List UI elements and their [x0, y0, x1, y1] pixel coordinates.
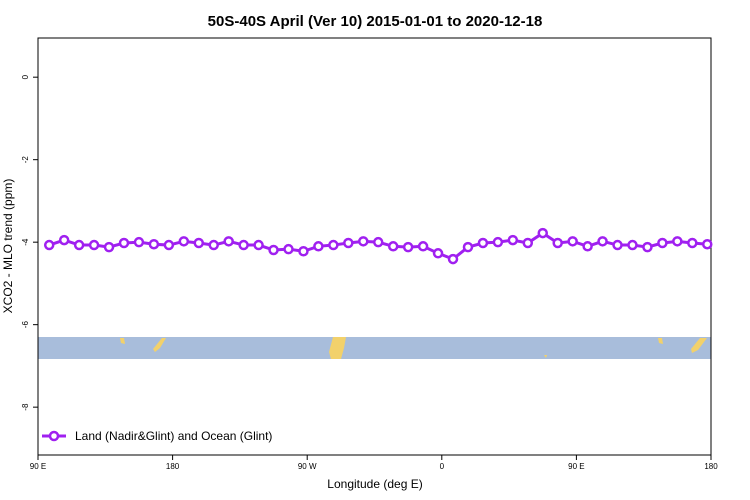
land-patch	[120, 338, 125, 344]
ocean-strip	[38, 337, 711, 359]
data-point	[253, 239, 264, 251]
data-point	[163, 239, 175, 251]
data-point	[343, 237, 354, 249]
data-point	[567, 236, 578, 247]
data-point	[477, 237, 489, 249]
data-point	[43, 239, 55, 251]
data-point	[58, 234, 70, 246]
data-point	[522, 237, 534, 249]
land-patch	[153, 338, 166, 352]
land-patch	[691, 338, 707, 353]
data-point	[582, 241, 593, 252]
data-point	[492, 236, 504, 248]
data-point	[118, 237, 130, 249]
y-tick-label: -4	[21, 238, 30, 246]
chart-title: 50S-40S April (Ver 10) 2015-01-01 to 202…	[208, 13, 543, 30]
data-point	[627, 239, 638, 251]
data-point	[193, 237, 205, 249]
y-tick-label: 0	[21, 74, 30, 79]
x-tick-label: 180	[704, 462, 718, 471]
y-tick-label: -6	[21, 321, 30, 329]
land-patch	[329, 337, 346, 359]
x-tick-label: 180	[166, 462, 180, 471]
data-point	[268, 244, 279, 256]
data-point	[552, 237, 563, 249]
legend-label: Land (Nadir&Glint) and Ocean (Glint)	[75, 429, 272, 443]
data-point	[73, 239, 85, 251]
data-point	[702, 238, 713, 250]
data-point	[507, 234, 519, 246]
data-point	[328, 239, 339, 251]
land-patch	[544, 355, 547, 358]
data-point	[447, 253, 459, 265]
data-point	[283, 243, 294, 255]
data-point	[148, 238, 160, 250]
data-point	[657, 237, 668, 249]
data-point	[238, 239, 249, 251]
data-point	[372, 236, 384, 248]
y-axis-label: XCO2 - MLO trend (ppm)	[1, 179, 15, 314]
data-point	[178, 236, 190, 247]
land-patch	[658, 338, 663, 344]
data-point	[462, 241, 474, 253]
data-point	[402, 241, 414, 253]
x-tick-label: 90 W	[298, 462, 317, 471]
data-point	[672, 236, 683, 247]
legend-marker	[48, 430, 60, 442]
data-point	[103, 241, 115, 253]
data-point	[537, 227, 548, 239]
data-point	[432, 248, 444, 259]
data-point	[642, 241, 653, 253]
data-point	[298, 245, 309, 257]
data-point	[597, 236, 608, 247]
data-point	[313, 241, 324, 252]
data-point	[223, 236, 234, 247]
x-axis-label: Longitude (deg E)	[327, 477, 422, 491]
x-tick-label: 90 E	[568, 462, 584, 471]
data-point	[387, 241, 399, 252]
data-point	[208, 239, 219, 251]
data-point	[417, 241, 429, 252]
y-tick-label: -2	[21, 156, 30, 164]
data-point	[358, 236, 369, 247]
x-tick-label: 90 E	[30, 462, 46, 471]
y-tick-label: -8	[21, 403, 30, 411]
data-point	[133, 236, 145, 248]
data-point	[612, 239, 623, 251]
data-point	[687, 237, 698, 249]
land-ocean-strip	[38, 337, 711, 359]
x-tick-label: 0	[440, 462, 445, 471]
data-point	[88, 239, 100, 251]
